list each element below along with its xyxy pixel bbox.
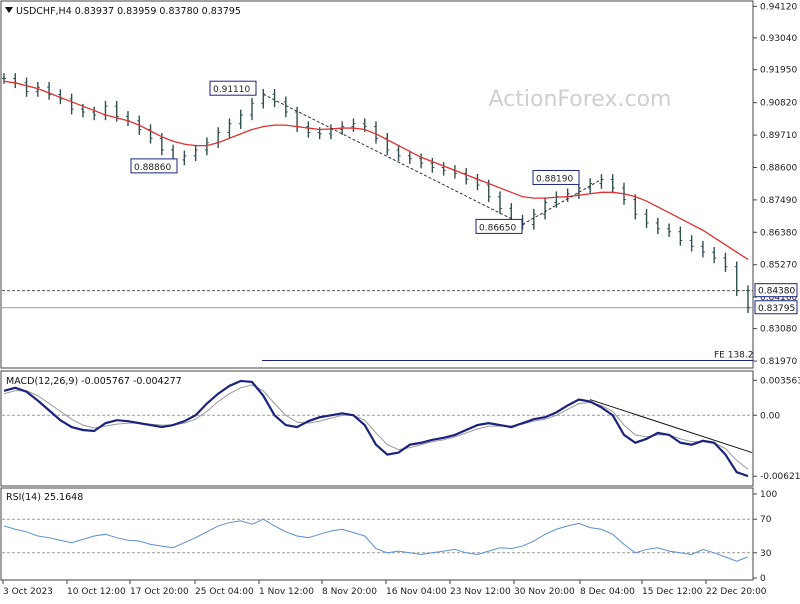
- fe-label: FE 138.2: [714, 350, 754, 360]
- price-header: USDCHF,H4 0.83937 0.83959 0.83780 0.8379…: [5, 6, 241, 17]
- svg-text:0.84380: 0.84380: [758, 287, 795, 297]
- x-axis-label: 8 Dec 04:00: [580, 587, 635, 597]
- trend-connector-line: [522, 179, 602, 225]
- svg-text:0.91110: 0.91110: [213, 85, 250, 95]
- price-axis-label: 0.91950: [760, 66, 797, 76]
- price-panel-frame: [0, 0, 754, 369]
- price-axis-label: 0.87490: [760, 196, 797, 206]
- macd-header-text: MACD(12,26,9) -0.005767 -0.004277: [6, 376, 182, 387]
- rsi-panel-frame: [0, 487, 754, 581]
- price-header-text: USDCHF,H4 0.83937 0.83959 0.83780 0.8379…: [16, 6, 241, 17]
- svg-text:0.88860: 0.88860: [134, 163, 171, 173]
- price-axis-label: 0.83080: [760, 325, 797, 335]
- svg-text:0.88190: 0.88190: [536, 174, 573, 184]
- price-annotation: 0.86650: [475, 218, 523, 234]
- x-axis-label: 1 Nov 12:00: [259, 587, 314, 597]
- x-axis-label: 25 Oct 04:00: [195, 587, 254, 597]
- price-axis-label: 0.94120: [760, 2, 797, 12]
- price-axis-label: 0.85270: [760, 261, 797, 271]
- x-axis-label: 15 Dec 12:00: [642, 587, 703, 597]
- price-annotation: 0.88860: [130, 158, 178, 174]
- price-axis-label: 0.81970: [760, 357, 797, 367]
- x-axis-label: 30 Nov 20:00: [514, 587, 575, 597]
- rsi-axis-label: 100: [760, 490, 777, 500]
- macd-line: [3, 379, 749, 478]
- trend-connector-line: [263, 93, 523, 225]
- dropdown-triangle-icon: [5, 7, 13, 13]
- x-axis-label: 23 Nov 12:00: [450, 587, 511, 597]
- rsi-line: [3, 518, 749, 562]
- current-price-box: 0.83795: [754, 300, 798, 315]
- rsi-axis-label: 30: [760, 549, 772, 559]
- macd-panel-frame: [0, 370, 754, 487]
- rsi-axis-label: 0: [760, 574, 766, 584]
- x-axis-label: 16 Nov 04:00: [386, 587, 447, 597]
- watermark-text: ActionForex.com: [489, 87, 672, 112]
- macd-trend-line: [589, 399, 753, 454]
- x-axis-label: 10 Oct 12:00: [67, 587, 126, 597]
- price-axis-label: 0.84160: [760, 293, 797, 303]
- x-axis-label: 3 Oct 2023: [3, 587, 53, 597]
- x-axis-label: 22 Dec 20:00: [706, 587, 767, 597]
- price-annotation: 0.88190: [532, 169, 580, 185]
- price-axis-label: 0.86380: [760, 228, 797, 238]
- x-axis-label: 8 Nov 20:00: [322, 587, 377, 597]
- macd-signal-line: [3, 384, 749, 470]
- price-axis-label: 0.88600: [760, 163, 797, 173]
- svg-text:0.86650: 0.86650: [479, 223, 516, 233]
- rsi-header-text: RSI(14) 25.1648: [6, 492, 83, 503]
- level-value-box: 0.84380: [754, 283, 798, 298]
- macd-axis-label: 0.003563: [760, 376, 800, 386]
- price-axis-label: 0.90820: [760, 99, 797, 109]
- price-annotation: 0.91110: [209, 80, 257, 96]
- macd-axis-label: 0.00: [760, 411, 780, 421]
- price-axis-label: 0.93040: [760, 34, 797, 44]
- price-axis-label: 0.89710: [760, 131, 797, 141]
- rsi-axis-label: 70: [760, 515, 772, 525]
- x-axis-label: 17 Oct 20:00: [130, 587, 189, 597]
- svg-text:0.83795: 0.83795: [758, 304, 795, 314]
- moving-average-line: [3, 80, 749, 260]
